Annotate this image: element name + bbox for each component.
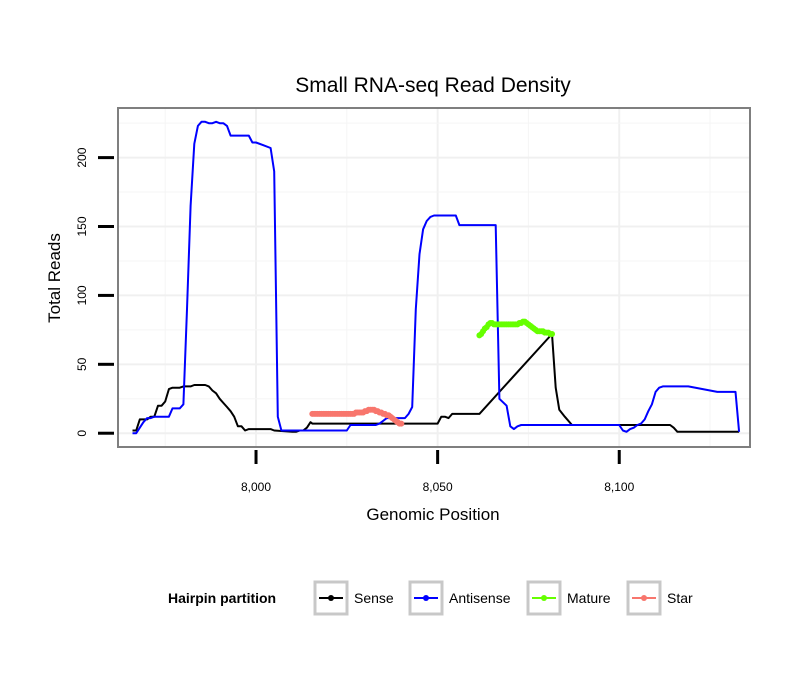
legend-title: Hairpin partition (168, 590, 276, 606)
legend-item-antisense: Antisense (408, 580, 511, 616)
sense-line (132, 333, 740, 433)
legend-key-point (541, 595, 547, 601)
legend-label-antisense: Antisense (449, 590, 511, 606)
series-antisense (132, 120, 741, 435)
mature-point (549, 331, 556, 337)
y-tick-label-3: 150 (75, 216, 89, 236)
plot-panel-border (117, 107, 751, 448)
y-axis: 0 50 100 150 200 (75, 147, 114, 437)
x-tick-label-0: 8,000 (241, 480, 271, 494)
series-mature (476, 318, 556, 339)
x-axis: 8,000 8,050 8,100 (241, 450, 635, 494)
legend-key-point (641, 595, 647, 601)
y-tick-label-0: 0 (75, 430, 89, 437)
series-lines (132, 120, 741, 435)
legend-key-point (423, 595, 429, 601)
x-tick-label-2: 8,100 (604, 480, 634, 494)
legend-key-point (328, 595, 334, 601)
legend-label-sense: Sense (354, 590, 394, 606)
y-tick-label-2: 100 (75, 285, 89, 305)
antisense-line (132, 120, 741, 435)
y-tick-label-4: 200 (75, 147, 89, 167)
legend-item-mature: Mature (526, 580, 611, 616)
y-axis-title: Total Reads (45, 233, 64, 323)
series-star (309, 406, 405, 427)
legend-item-star: Star (626, 580, 693, 616)
y-tick-label-1: 50 (75, 357, 89, 371)
x-tick-label-1: 8,050 (423, 480, 453, 494)
legend-item-sense: Sense (313, 580, 394, 616)
star-point (398, 420, 405, 427)
series-sense (132, 333, 740, 433)
legend-label-mature: Mature (567, 590, 611, 606)
legend: Hairpin partition Sense Antisense Mature St… (168, 580, 693, 616)
legend-label-star: Star (667, 590, 693, 606)
x-axis-title: Genomic Position (366, 505, 499, 524)
chart-title: Small RNA-seq Read Density (295, 74, 571, 97)
